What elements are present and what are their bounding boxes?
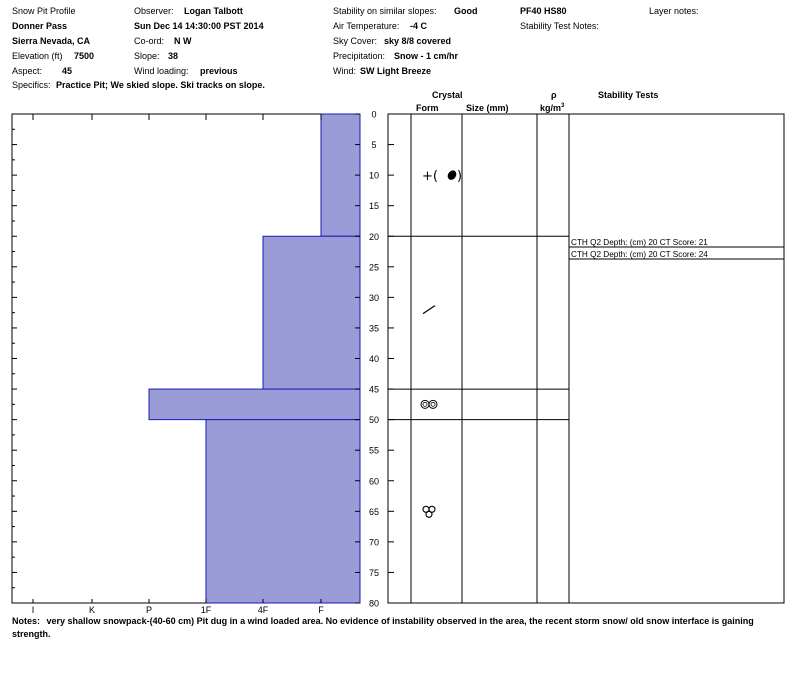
notes: Notes: very shallow snowpack-(40-60 cm) … [12, 615, 782, 641]
hardness-layer-2 [148, 388, 361, 421]
hardness-label-P: P [146, 605, 152, 615]
hardness-label-K: K [89, 605, 95, 615]
hardness-layer-3 [205, 419, 361, 604]
slope-value: 38 [168, 51, 179, 61]
wind-loading-label: Wind loading: [134, 66, 189, 76]
aspect-label: Aspect: [12, 66, 43, 76]
depth-label-30: 30 [369, 293, 379, 303]
wind-label: Wind: [333, 66, 357, 76]
density-exponent: 3 [561, 103, 565, 109]
stability-tests-header: Stability Tests [598, 90, 659, 100]
air-temp-label: Air Temperature: [333, 21, 400, 31]
stability-test-0: CTH Q2 Depth: (cm) 20 CT Score: 21 [571, 238, 708, 247]
crystal-header: Crystal [432, 90, 463, 100]
observer-value: Logan Talbott [184, 6, 243, 16]
coord-value: N W [174, 36, 192, 46]
depth-label-45: 45 [369, 385, 379, 395]
depth-label-10: 10 [369, 171, 379, 181]
hardness-layer-0 [320, 113, 361, 237]
notes-text: very shallow snowpack-(40-60 cm) Pit dug… [12, 616, 754, 639]
crystal-form-fragment [422, 305, 436, 315]
stability-notes-label: Stability Test Notes: [520, 21, 599, 31]
observer-label: Observer: [134, 6, 174, 16]
stability-test-list: CTH Q2 Depth: (cm) 20 CT Score: 21 CTH Q2… [569, 238, 784, 260]
specifics-label: Specifics: [12, 80, 51, 90]
page-title: Snow Pit Profile [12, 6, 76, 16]
stability-value: Good [454, 6, 478, 16]
pit-code: PF40 HS80 [520, 6, 567, 16]
crystal-form-facet-2 [428, 505, 436, 513]
depth-label-65: 65 [369, 507, 379, 517]
stability-test-1: CTH Q2 Depth: (cm) 20 CT Score: 24 [571, 250, 708, 259]
sky-label: Sky Cover: [333, 36, 378, 46]
stability-label: Stability on similar slopes: [333, 6, 437, 16]
crystal-form-new-snow: +( [422, 169, 438, 184]
size-header: Size (mm) [466, 103, 509, 113]
form-header: Form [416, 103, 439, 113]
depth-label-55: 55 [369, 446, 379, 456]
slope-label: Slope: [134, 51, 160, 61]
elevation-value: 7500 [74, 51, 95, 61]
hardness-label-I: I [32, 605, 35, 615]
crystal-form-round-2 [428, 399, 438, 409]
depth-ticks: 0 5 10 15 20 25 30 35 40 45 50 55 60 65 70 75 80 [12, 110, 394, 609]
crystal-form-facet-3 [425, 510, 433, 518]
aspect-value: 45 [62, 66, 73, 76]
depth-label-20: 20 [369, 232, 379, 242]
depth-label-70: 70 [369, 537, 379, 547]
hardness-label-F: F [318, 605, 324, 615]
crystal-form-round-1 [420, 399, 430, 409]
elevation-label: Elevation (ft) [12, 51, 63, 61]
data-table-frame [387, 113, 785, 604]
crystal-forms: +() [420, 169, 462, 518]
depth-label-50: 50 [369, 415, 379, 425]
density-unit-header: kg/m3 [540, 103, 565, 113]
hardness-axis: I K P 1F 4F F [32, 114, 324, 615]
precip-value: Snow - 1 cm/hr [394, 51, 459, 61]
sky-value: sky 8/8 covered [384, 36, 452, 46]
layer-boundary-lines [388, 235, 569, 421]
crystal-form-round-1-inner [422, 401, 428, 407]
coord-label: Co-ord: [134, 36, 165, 46]
hardness-label-1F: 1F [201, 605, 212, 615]
crystal-form-round-2-inner [430, 401, 436, 407]
hardness-label-4F: 4F [258, 605, 269, 615]
region: Sierra Nevada, CA [12, 36, 91, 46]
depth-label-0: 0 [371, 110, 376, 120]
wind-value: SW Light Breeze [360, 66, 432, 76]
observation-datetime: Sun Dec 14 14:30:00 PST 2014 [134, 21, 264, 31]
depth-label-25: 25 [369, 262, 379, 272]
precip-label: Precipitation: [333, 51, 386, 61]
chart-frames [11, 113, 785, 604]
depth-label-75: 75 [369, 568, 379, 578]
location: Donner Pass [12, 21, 68, 31]
notes-label: Notes: [12, 616, 41, 626]
depth-label-15: 15 [369, 201, 379, 211]
hardness-layers [148, 113, 361, 604]
crystal-form-close-paren: ) [457, 169, 462, 184]
rho-header: ρ [551, 90, 557, 100]
air-temp-value: -4 C [410, 21, 428, 31]
depth-label-40: 40 [369, 354, 379, 364]
depth-label-80: 80 [369, 599, 379, 609]
depth-label-5: 5 [371, 140, 376, 150]
layer-notes-label: Layer notes: [649, 6, 699, 16]
crystal-form-graupel-dot [447, 170, 457, 180]
specifics-value: Practice Pit; We skied slope. Ski tracks… [56, 80, 265, 90]
depth-label-60: 60 [369, 476, 379, 486]
wind-loading-value: previous [200, 66, 238, 76]
hardness-layer-1 [262, 235, 361, 390]
depth-label-35: 35 [369, 323, 379, 333]
